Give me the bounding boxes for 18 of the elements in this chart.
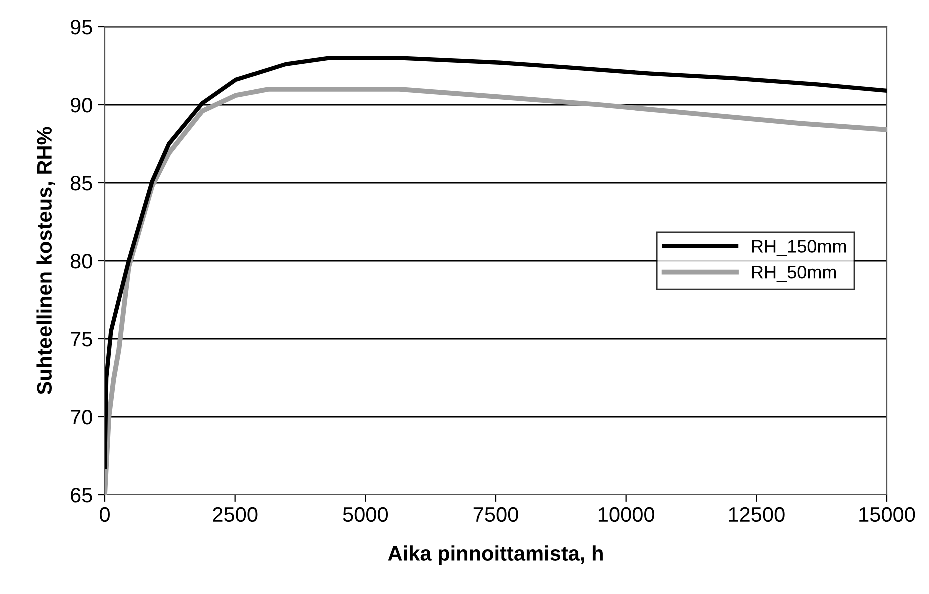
x-tick-label: 5000 <box>343 507 388 522</box>
y-tick-label: 70 <box>71 410 92 425</box>
x-tick-label: 2500 <box>213 507 258 522</box>
x-tick-label: 7500 <box>474 507 518 522</box>
x-tick-label: 12500 <box>729 507 785 522</box>
x-tick-label: 10000 <box>598 507 654 522</box>
y-axis-title: Suhteellinen kosteus, RH% <box>36 127 56 395</box>
y-tick-label: 80 <box>70 254 92 269</box>
x-tick-label: 15000 <box>860 507 916 522</box>
y-tick-label: 95 <box>71 20 92 35</box>
y-tick-label: 75 <box>71 332 92 347</box>
x-tick-label: 0 <box>100 507 110 522</box>
legend-label: RH_50mm <box>752 266 836 282</box>
x-axis-title: Aika pinnoittamista, h <box>388 546 603 566</box>
y-tick-label: 65 <box>71 488 92 503</box>
y-tick-label: 90 <box>71 98 92 113</box>
y-tick-label: 85 <box>70 176 92 191</box>
legend-label: RH_150mm <box>752 240 846 256</box>
